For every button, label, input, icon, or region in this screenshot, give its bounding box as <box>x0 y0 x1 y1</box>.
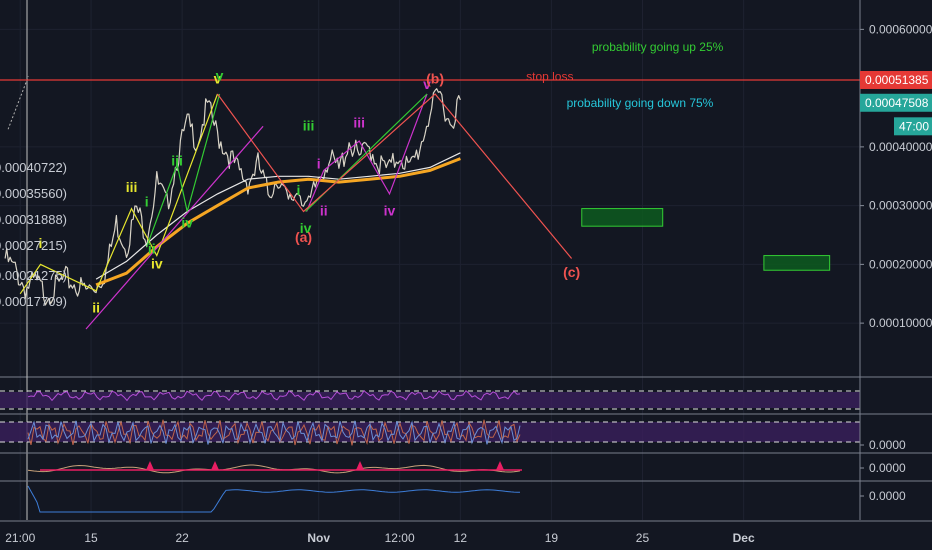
wave-line <box>19 93 219 295</box>
wave-label: v <box>423 76 431 92</box>
wave-label: i <box>297 182 301 198</box>
price-axis[interactable]: 0.00060000 0.00040000 0.00030000 0.00020000… <box>859 0 932 520</box>
panel-marker <box>211 461 219 470</box>
wave-label: (c) <box>563 264 580 280</box>
time-tick-label: 25 <box>636 531 650 545</box>
indicator-panels: 0.0000 0.0000 0.0000 <box>0 389 932 522</box>
panel-line <box>27 389 521 402</box>
panel-line <box>27 485 520 513</box>
wave-label: (b) <box>426 70 444 86</box>
target-box <box>581 208 664 227</box>
wave-line <box>146 93 221 247</box>
time-tick-label: 19 <box>545 531 559 545</box>
wave-label: iv <box>300 220 312 236</box>
annotation-label: probability going down 75% <box>567 96 714 110</box>
price-tag <box>860 70 932 89</box>
wave-label: i <box>317 156 321 172</box>
panel-tick-label: 0.0000 <box>869 489 906 503</box>
price-tag-label: 47:00 <box>899 119 929 133</box>
left-indicator-label: 0.00031888) <box>0 212 67 227</box>
wave-label: ii <box>320 203 328 219</box>
wave-label: v <box>214 70 222 86</box>
price-line <box>4 88 461 306</box>
left-indicator-label: 0.00021275) <box>0 268 67 283</box>
left-indicator-label: 0.00040722) <box>0 160 67 175</box>
wave-line <box>217 93 573 259</box>
wave-label: iii <box>303 117 315 133</box>
panel-band <box>0 392 860 408</box>
wave-label: iv <box>181 214 193 230</box>
time-tick-label: 21:00 <box>5 531 35 545</box>
time-tick-label: 22 <box>175 531 189 545</box>
target-box <box>763 255 831 271</box>
price-tick-label: 0.00030000 <box>869 199 932 213</box>
price-tag <box>860 93 932 112</box>
time-tick-label: 12:00 <box>385 531 415 545</box>
price-tick-label: 0.00040000 <box>869 140 932 154</box>
panel-marker <box>496 461 504 470</box>
left-indicator-labels: 0.00040722) 0.00035560) 0.00031888) 0.00027… <box>0 160 67 309</box>
annotation-label: probability going up 25% <box>592 40 724 54</box>
price-tick-label: 0.00020000 <box>869 257 932 271</box>
trend-dotted <box>7 76 29 130</box>
left-indicator-label: 0.00027215) <box>0 238 67 253</box>
moving-average-slow <box>95 157 461 287</box>
panel-tick-label: 0.0000 <box>869 461 906 475</box>
time-axis[interactable]: 21:00 15 22 Nov 12:00 12 19 25 Dec <box>0 520 932 545</box>
left-indicator-label: 0.00035560) <box>0 186 67 201</box>
wave-label: iii <box>353 114 365 130</box>
price-tag-label: 0.00047508 <box>865 96 929 110</box>
wave-labels: iiiiiiivviiiiiiivviiiiiviiiiiiivv(a)(b)(… <box>39 67 581 315</box>
wave-label: iv <box>384 203 396 219</box>
time-tick-label: Nov <box>307 531 330 545</box>
annotation-label: stop loss <box>526 69 573 83</box>
wave-label: i <box>39 235 43 251</box>
price-tick-label: 0.00010000 <box>869 316 932 330</box>
time-tick-label: 15 <box>84 531 98 545</box>
wave-label: v <box>216 67 224 83</box>
wave-label: i <box>145 194 149 210</box>
panel-marker <box>356 461 364 470</box>
price-tag <box>894 117 932 136</box>
time-tick-label: Dec <box>733 531 755 545</box>
wave-label: iii <box>171 153 183 169</box>
wave-label: ii <box>92 299 100 315</box>
panel-line <box>27 419 521 446</box>
panel-tick-label: 0.0000 <box>869 438 906 452</box>
panel-band <box>0 422 860 442</box>
panel-line <box>27 420 521 445</box>
wave-label: iv <box>151 255 163 271</box>
price-tag-label: 0.00051385 <box>865 73 929 87</box>
time-tick-label: 12 <box>454 531 468 545</box>
wave-label: iii <box>126 179 138 195</box>
wave-line <box>306 93 428 212</box>
panel-marker <box>146 461 154 470</box>
left-indicator-label: 0.00017709) <box>0 294 67 309</box>
wave-line <box>85 125 264 330</box>
panel-line <box>27 464 521 474</box>
chart-overlays: probability going up 25% probability goin… <box>0 40 860 330</box>
price-tick-label: 0.00060000 <box>869 22 932 36</box>
wave-label: ii <box>148 241 156 257</box>
wave-label: (a) <box>295 229 312 245</box>
